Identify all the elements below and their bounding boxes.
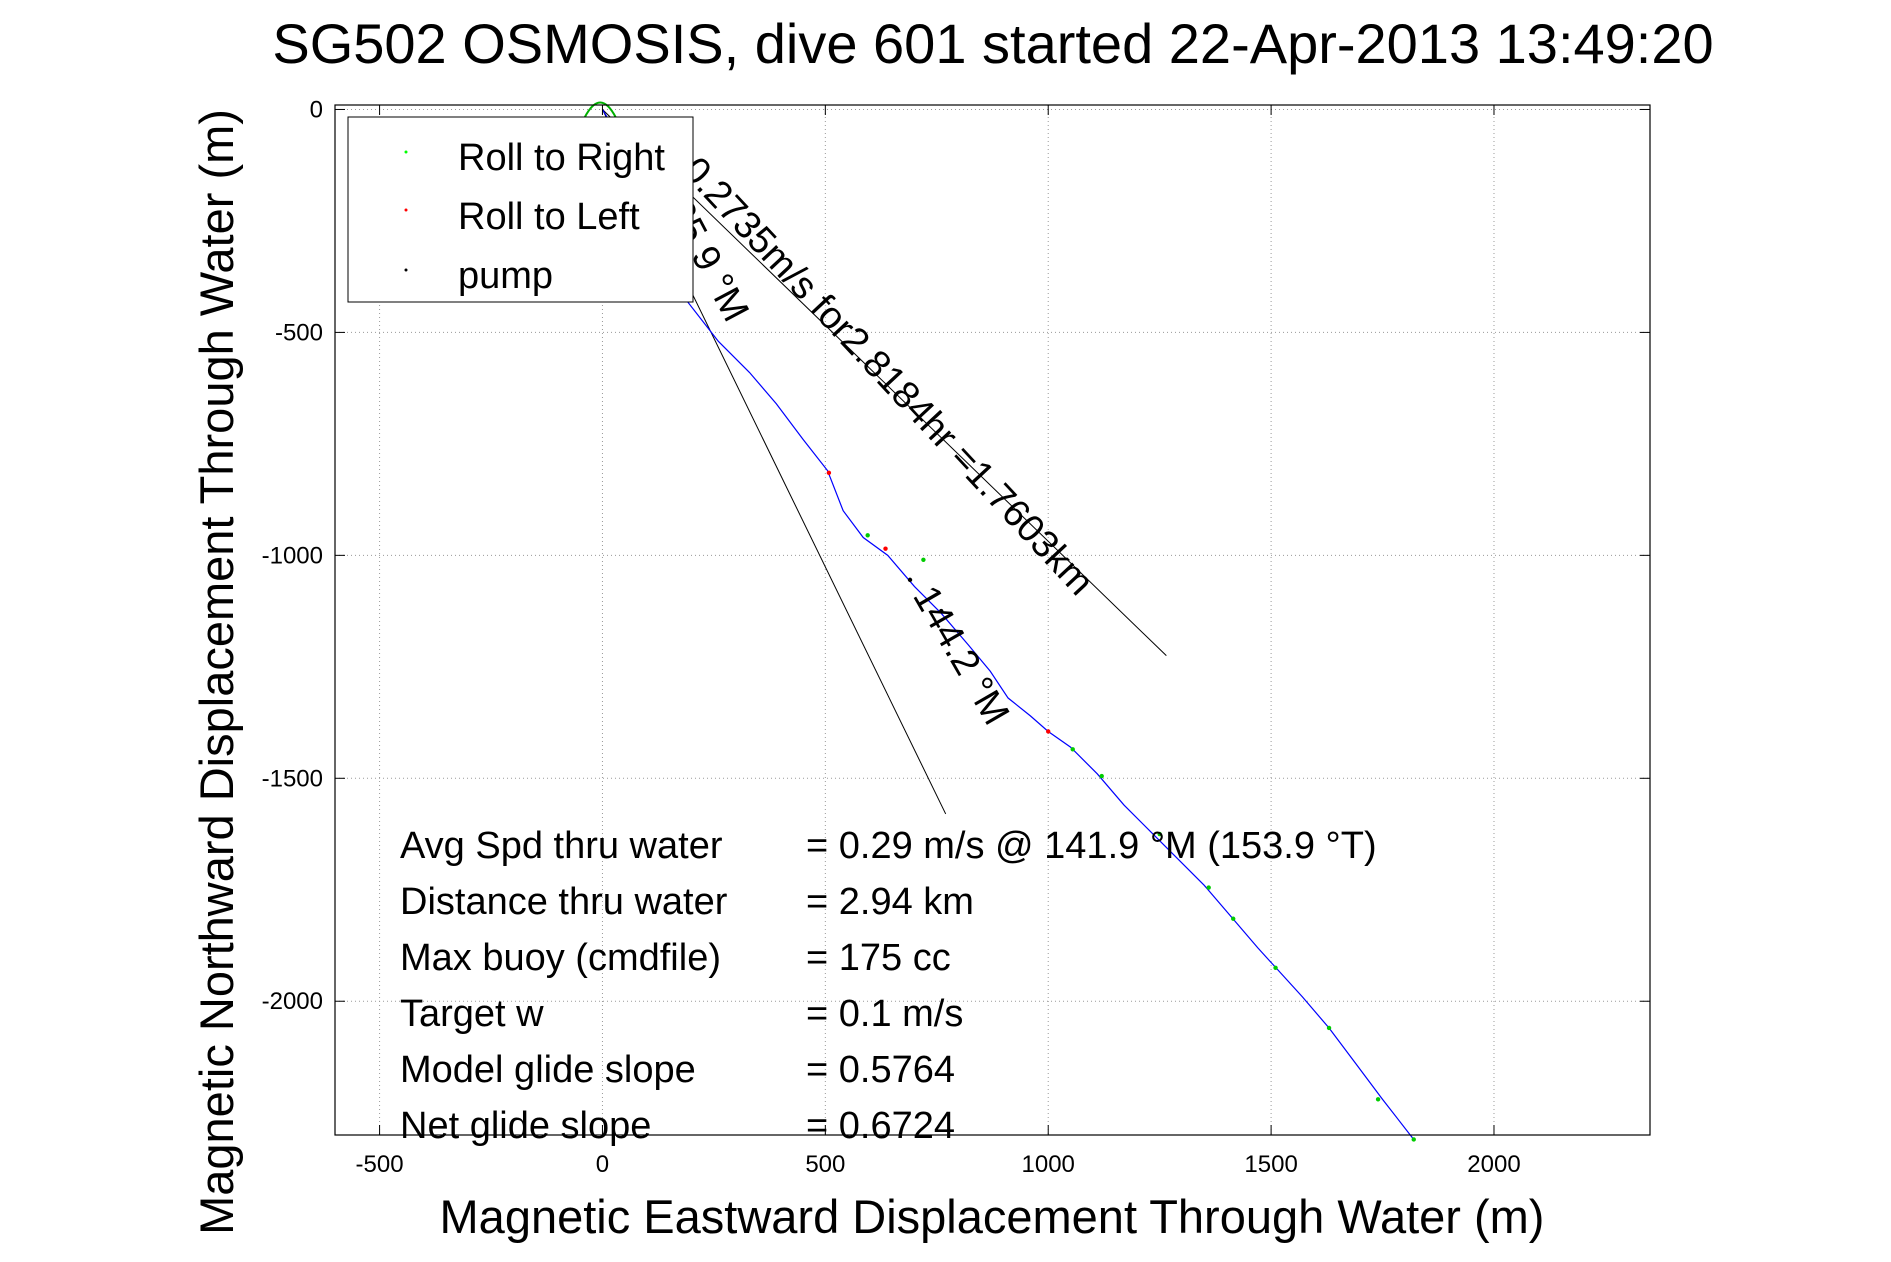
y-tick-label: -2000 <box>262 988 323 1015</box>
roll-right-marker <box>865 533 870 538</box>
x-tick-label: 0 <box>596 1151 609 1178</box>
y-tick-label: -1500 <box>262 765 323 792</box>
y-axis-label: Magnetic Northward Displacement Through … <box>190 109 243 1235</box>
x-tick-label: 2000 <box>1467 1151 1520 1178</box>
stat-value-target-w: = 0.1 m/s <box>806 993 963 1035</box>
roll-left-marker <box>826 470 832 476</box>
heading-reference-line <box>602 109 1167 657</box>
x-axis-label: Magnetic Eastward Displacement Through W… <box>440 1190 1545 1243</box>
stat-value-net-glide: = 0.6724 <box>806 1105 955 1147</box>
roll-right-marker <box>1099 773 1104 779</box>
legend-label-roll-left: Roll to Left <box>458 196 640 238</box>
stat-label-model-glide: Model glide slope <box>400 1049 696 1091</box>
legend-label-pump: pump <box>458 255 553 297</box>
legend-label-roll-right: Roll to Right <box>458 137 665 179</box>
legend: Roll to Right Roll to Left pump <box>347 116 694 303</box>
x-tick-label: -500 <box>356 1151 404 1178</box>
stat-value-model-glide: = 0.5764 <box>806 1049 955 1091</box>
roll-left-marker <box>1046 729 1051 734</box>
roll-right-marker <box>1273 965 1278 970</box>
stat-label-net-glide: Net glide slope <box>400 1105 651 1147</box>
roll-right-marker <box>1206 885 1211 890</box>
pump-marker <box>907 577 913 583</box>
stat-value-max-buoy: = 175 cc <box>806 937 951 979</box>
marker-layer <box>826 470 1416 1142</box>
stat-label-distance: Distance thru water <box>400 881 728 923</box>
legend-marker-roll-left <box>404 208 408 212</box>
stat-value-distance: = 2.94 km <box>806 881 974 923</box>
stat-label-max-buoy: Max buoy (cmdfile) <box>400 937 721 979</box>
roll-left-marker <box>883 546 888 551</box>
y-tick-label: 0 <box>310 96 323 123</box>
stat-label-avg-speed: Avg Spd thru water <box>400 825 723 867</box>
roll-right-marker <box>1326 1025 1332 1031</box>
chart-title: SG502 OSMOSIS, dive 601 started 22-Apr-2… <box>272 12 1713 75</box>
y-tick-label: -1000 <box>262 542 323 569</box>
stat-value-avg-speed: = 0.29 m/s @ 141.9 °M (153.9 °T) <box>806 825 1377 867</box>
roll-right-marker <box>921 557 926 563</box>
legend-marker-roll-right <box>404 150 408 154</box>
x-tick-label: 1000 <box>1022 1151 1075 1178</box>
pump-marker <box>939 608 944 614</box>
legend-marker-pump <box>404 268 408 272</box>
stat-label-target-w: Target w <box>400 993 544 1035</box>
roll-right-marker <box>1231 916 1236 921</box>
roll-right-marker <box>1070 747 1075 752</box>
x-tick-label: 500 <box>805 1151 845 1178</box>
y-tick-label: -500 <box>275 319 323 346</box>
roll-right-marker <box>1411 1137 1416 1142</box>
ticks: -500 0 500 1000 1500 2000 0 -500 -1000 -1500 -2000 <box>262 96 1650 1178</box>
plot-frame <box>334 104 1651 1136</box>
x-tick-label: 1500 <box>1244 1151 1297 1178</box>
surface-arc <box>583 101 617 118</box>
roll-right-marker <box>1375 1097 1381 1102</box>
stats-block: Avg Spd thru water = 0.29 m/s @ 141.9 °M… <box>400 825 1377 1147</box>
roll-right-marker <box>1157 831 1162 837</box>
